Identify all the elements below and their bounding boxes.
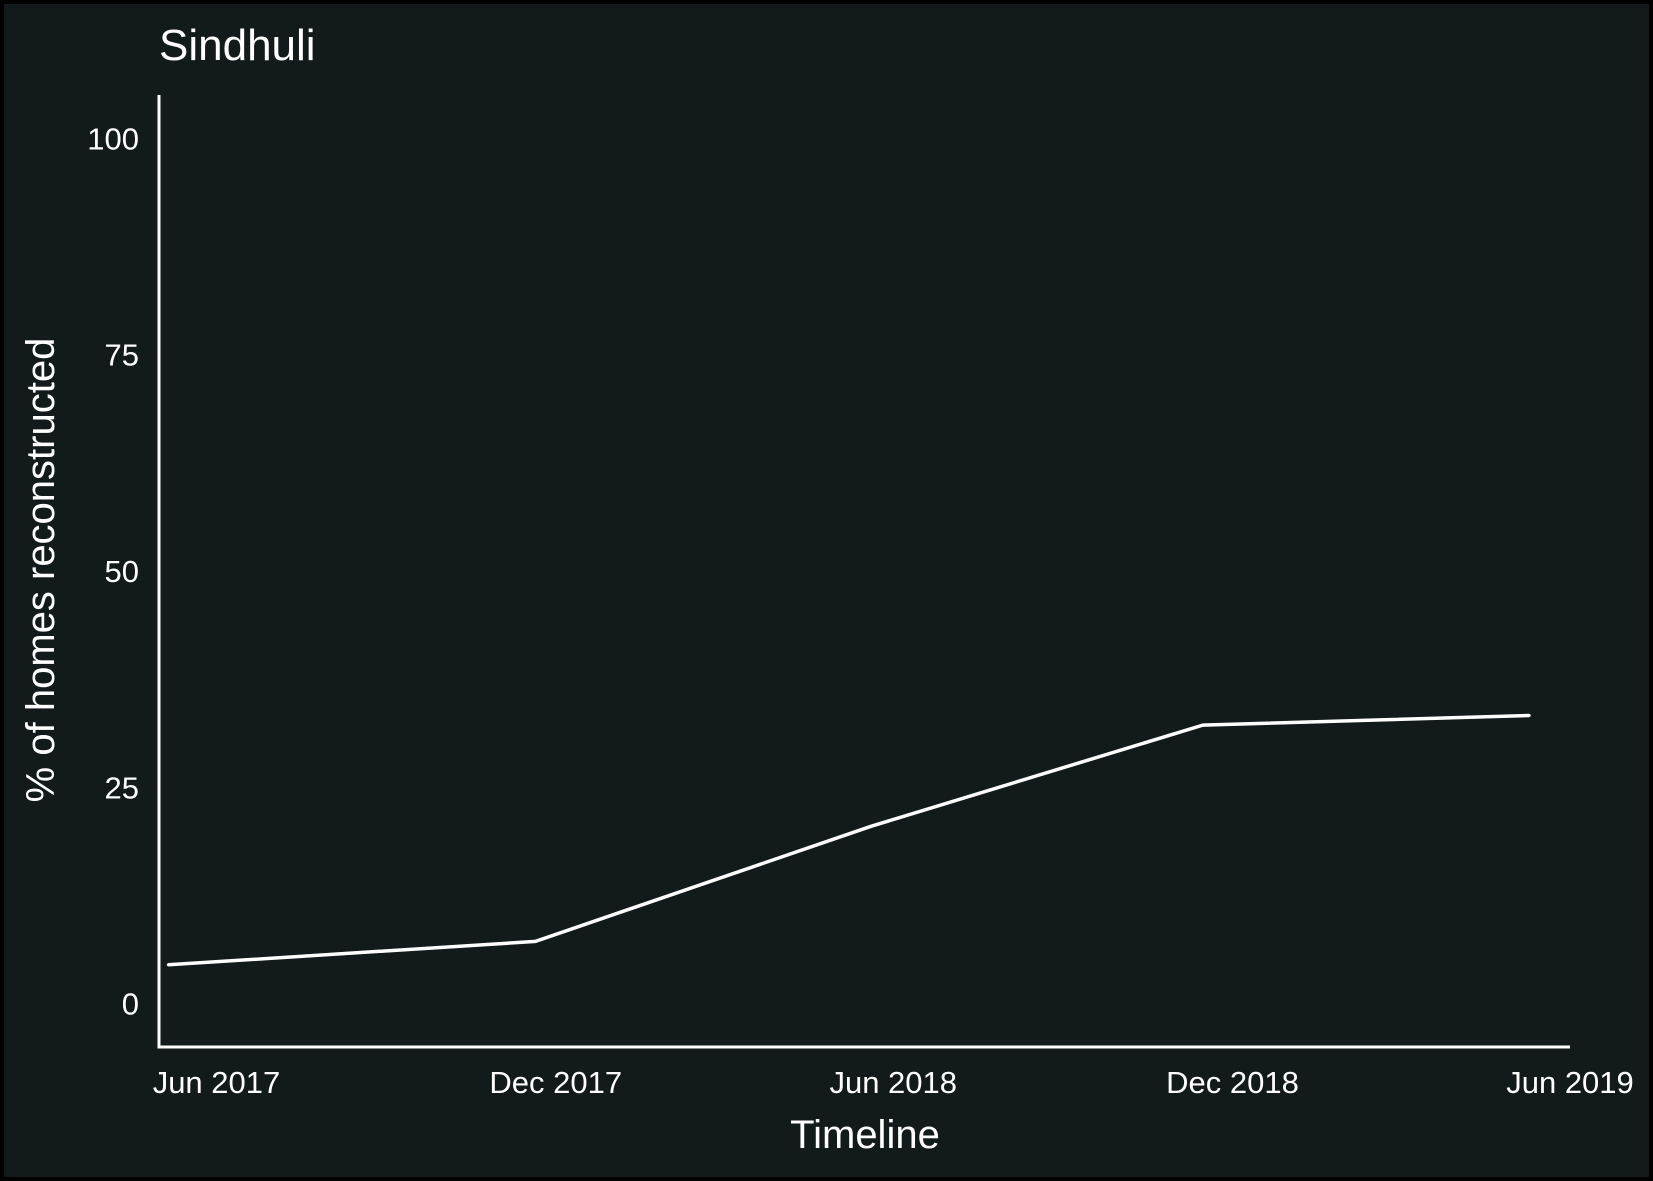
x-tick-label: Jun 2019 <box>1506 1065 1634 1100</box>
x-tick-label: Dec 2018 <box>1166 1065 1299 1100</box>
y-tick-label: 50 <box>105 554 139 589</box>
series-group <box>166 713 1531 967</box>
x-axis: Jun 2017 Dec 2017 Jun 2018 Dec 2018 Jun 2019 <box>153 1045 1634 1100</box>
panel-background <box>4 4 1649 1177</box>
chart-title: Sindhuli <box>159 21 316 70</box>
y-axis-title: % of homes reconstructed <box>19 338 63 803</box>
data-point <box>1201 723 1205 727</box>
y-tick-label: 100 <box>87 121 139 156</box>
x-tick-label: Dec 2017 <box>489 1065 622 1100</box>
x-tick-label: Jun 2018 <box>829 1065 957 1100</box>
y-tick-label: 0 <box>122 987 139 1022</box>
x-tick-label: Jun 2017 <box>153 1065 281 1100</box>
data-point <box>166 963 170 967</box>
y-tick-label: 25 <box>105 770 139 805</box>
data-point <box>1527 714 1531 718</box>
data-point <box>869 824 873 828</box>
data-point <box>533 939 537 943</box>
y-axis: 0 25 50 75 100 <box>87 95 161 1049</box>
y-tick-label: 75 <box>105 338 139 373</box>
x-axis-title: Timeline <box>790 1113 940 1157</box>
